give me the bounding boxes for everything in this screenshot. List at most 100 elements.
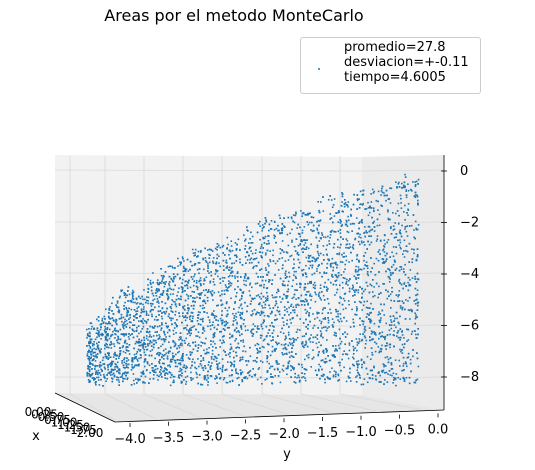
scatter-point bbox=[151, 303, 154, 305]
scatter-point bbox=[284, 309, 286, 312]
scatter-point bbox=[340, 205, 343, 207]
scatter-point bbox=[158, 352, 161, 354]
scatter-point bbox=[170, 307, 173, 310]
scatter-point bbox=[97, 316, 100, 318]
scatter-point bbox=[246, 259, 249, 261]
scatter-point bbox=[193, 291, 195, 293]
scatter-point bbox=[302, 345, 304, 347]
scatter-point bbox=[128, 293, 131, 296]
scatter-point bbox=[362, 323, 364, 326]
scatter-point bbox=[268, 343, 270, 346]
scatter-point bbox=[353, 364, 355, 367]
scatter-point bbox=[186, 293, 188, 296]
scatter-point bbox=[235, 254, 238, 257]
scatter-point bbox=[345, 238, 348, 240]
scatter-point bbox=[162, 349, 165, 352]
scatter-point bbox=[241, 333, 243, 335]
scatter-point bbox=[335, 212, 338, 214]
scatter-point bbox=[314, 300, 317, 303]
scatter-point bbox=[408, 261, 410, 263]
scatter-point bbox=[235, 249, 238, 251]
scatter-point bbox=[285, 295, 287, 297]
scatter-point bbox=[86, 371, 89, 374]
scatter-point bbox=[415, 228, 418, 231]
scatter-point bbox=[281, 352, 283, 354]
scatter-point bbox=[314, 336, 317, 338]
scatter-point bbox=[334, 356, 336, 358]
scatter-point bbox=[216, 257, 218, 260]
scatter-point bbox=[282, 370, 285, 372]
scatter-point bbox=[245, 280, 247, 282]
scatter-point bbox=[311, 273, 313, 276]
scatter-point bbox=[145, 310, 148, 313]
scatter-point bbox=[212, 299, 214, 301]
scatter-point bbox=[319, 330, 322, 332]
scatter-point bbox=[285, 337, 287, 339]
scatter-point bbox=[242, 339, 244, 341]
scatter-point bbox=[235, 312, 237, 315]
scatter-point bbox=[129, 334, 132, 336]
scatter-point bbox=[167, 295, 170, 298]
scatter-point bbox=[174, 362, 177, 364]
scatter-point bbox=[369, 307, 371, 309]
scatter-point bbox=[157, 279, 159, 281]
scatter-point bbox=[141, 295, 143, 298]
scatter-point bbox=[169, 372, 172, 374]
scatter-point bbox=[371, 228, 374, 231]
scatter-point bbox=[401, 182, 403, 185]
scatter-point bbox=[249, 246, 251, 249]
scatter-point bbox=[165, 372, 168, 374]
scatter-point bbox=[251, 297, 253, 300]
scatter-point bbox=[132, 336, 135, 339]
scatter-point bbox=[364, 235, 366, 238]
scatter-point bbox=[322, 373, 325, 376]
scatter-point bbox=[105, 322, 107, 325]
scatter-point bbox=[167, 364, 169, 367]
scatter-point bbox=[169, 376, 172, 379]
scatter-point bbox=[361, 366, 363, 369]
scatter-point bbox=[246, 377, 249, 380]
scatter-point bbox=[133, 383, 136, 385]
scatter-point bbox=[282, 284, 284, 287]
scatter-point bbox=[353, 357, 355, 360]
scatter-point bbox=[214, 273, 217, 275]
scatter-point bbox=[96, 318, 98, 321]
scatter-point bbox=[135, 317, 138, 319]
scatter-point bbox=[345, 320, 348, 322]
scatter-point bbox=[274, 350, 276, 352]
scatter-point bbox=[179, 344, 181, 347]
scatter-point bbox=[167, 298, 169, 301]
scatter-point bbox=[273, 237, 276, 239]
scatter-point bbox=[221, 276, 224, 279]
scatter-point bbox=[114, 337, 116, 339]
scatter-point bbox=[179, 261, 181, 263]
scatter-point bbox=[416, 254, 419, 256]
scatter-point bbox=[381, 205, 383, 207]
scatter-point bbox=[271, 382, 274, 385]
scatter-point bbox=[178, 312, 180, 314]
scatter-point bbox=[190, 320, 192, 322]
scatter-point bbox=[370, 347, 373, 349]
scatter-point bbox=[173, 375, 176, 378]
scatter-point bbox=[200, 341, 203, 343]
scatter-point bbox=[263, 283, 265, 286]
scatter-point bbox=[143, 310, 145, 313]
scatter-point bbox=[198, 294, 201, 296]
scatter-point bbox=[127, 366, 129, 369]
scatter-point bbox=[382, 249, 384, 252]
scatter-point bbox=[259, 302, 261, 304]
scatter-point bbox=[355, 360, 358, 363]
scatter-point bbox=[341, 253, 343, 256]
scatter-point bbox=[184, 370, 187, 373]
scatter-point bbox=[286, 308, 288, 310]
scatter-point bbox=[225, 261, 227, 264]
scatter-point bbox=[338, 253, 340, 256]
scatter-point bbox=[409, 362, 412, 365]
scatter-point bbox=[231, 275, 234, 277]
scatter-point bbox=[259, 225, 261, 227]
scatter-point bbox=[183, 339, 186, 342]
scatter-point bbox=[116, 300, 119, 303]
scatter-point bbox=[263, 319, 265, 321]
scatter-point bbox=[170, 359, 172, 361]
scatter-point bbox=[341, 210, 344, 212]
